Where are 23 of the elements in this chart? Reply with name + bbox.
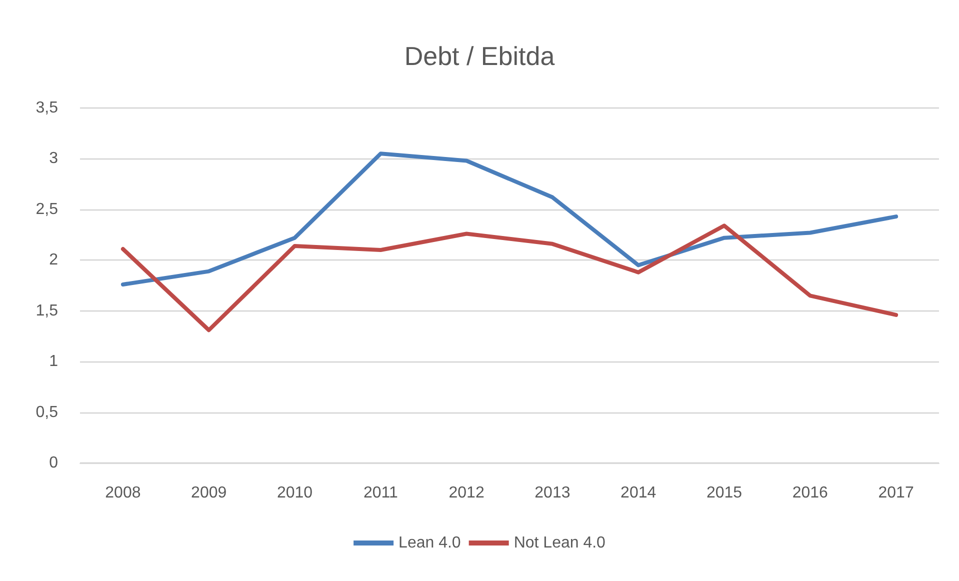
y-tick-label: 0 [49, 454, 58, 472]
x-tick-label: 2014 [620, 484, 656, 502]
line-series [120, 152, 898, 286]
y-tick-label: 1,5 [36, 302, 58, 320]
y-tick-label: 2,5 [36, 200, 58, 218]
x-tick-label: 2011 [363, 484, 398, 502]
x-tick-label: 2015 [706, 484, 742, 502]
x-tick-label: 2009 [191, 484, 227, 502]
y-tick-label: 3 [49, 150, 58, 168]
x-tick-label: 2010 [276, 484, 313, 502]
y-tick-label: 3,5 [36, 100, 58, 116]
line-series [120, 224, 898, 332]
x-tick-label: 2013 [534, 484, 570, 502]
y-tick-label: 2 [49, 252, 58, 269]
x-tick-label: 2012 [448, 484, 484, 502]
y-tick-label: 0,5 [36, 404, 58, 421]
x-tick-label: 2016 [792, 484, 828, 502]
x-tick-label: 2008 [105, 484, 141, 502]
legend-label: Lean 4.0 [398, 534, 461, 552]
legend-label: Not Lean 4.0 [514, 534, 606, 552]
chart-title: Debt / Ebitda [404, 41, 556, 71]
y-tick-label: 1 [49, 353, 58, 370]
x-tick-label: 2017 [878, 484, 914, 502]
